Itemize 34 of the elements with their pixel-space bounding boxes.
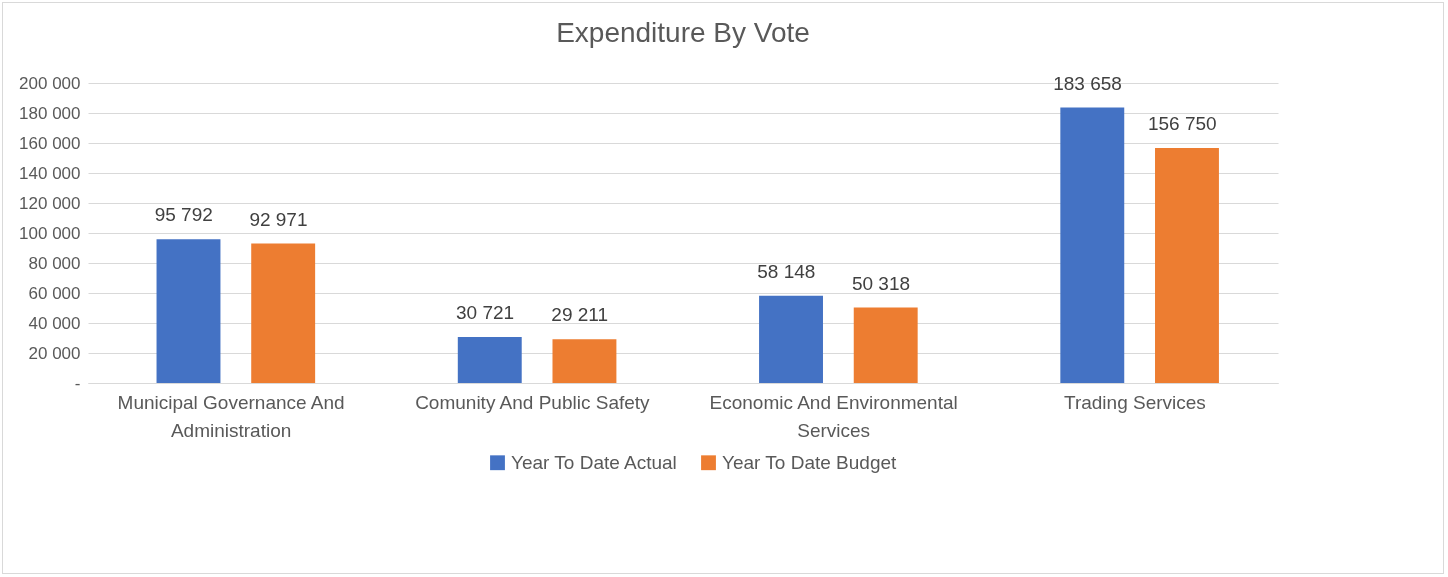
data-label: 156 750 — [1147, 112, 1217, 134]
data-label: 58 148 — [757, 260, 816, 282]
y-tick-label: 80 000 — [28, 253, 81, 273]
y-tick-label: - — [74, 373, 81, 393]
y-tick-label: 100 000 — [19, 223, 81, 243]
x-tick-label: Municipal Governance And Administration — [117, 391, 345, 441]
y-tick-label: 180 000 — [19, 103, 81, 123]
y-tick-label: 60 000 — [28, 283, 81, 303]
bar — [552, 339, 617, 383]
bar — [1155, 147, 1219, 383]
data-label: 183 658 — [1053, 72, 1122, 94]
data-label: 95 792 — [154, 204, 213, 226]
y-tick-label: 120 000 — [19, 193, 81, 213]
legend-label: Year To Date Actual — [511, 451, 677, 473]
bar — [457, 336, 522, 383]
bar — [1060, 107, 1125, 383]
y-tick-label: 200 000 — [19, 73, 81, 93]
x-tick-label: Comunity And Public Safety — [415, 391, 651, 413]
x-tick-label: Economic And Environmental Services — [709, 391, 958, 441]
data-label: 50 318 — [851, 272, 911, 294]
y-tick-label: 20 000 — [28, 343, 81, 363]
x-tick-label: Trading Services — [1063, 391, 1206, 413]
bar — [759, 295, 823, 383]
data-label: 29 211 — [551, 304, 609, 326]
bar — [251, 243, 316, 383]
y-tick-label: 140 000 — [19, 163, 81, 183]
y-tick-label: 40 000 — [28, 313, 81, 333]
data-label: 30 721 — [455, 301, 515, 323]
bar — [156, 239, 221, 383]
y-tick-label: 160 000 — [19, 133, 81, 153]
bar — [853, 307, 918, 383]
data-label: 92 971 — [249, 208, 308, 230]
legend-label: Year To Date Budget — [722, 451, 898, 473]
chart-title: Expenditure By Vote — [556, 17, 810, 48]
